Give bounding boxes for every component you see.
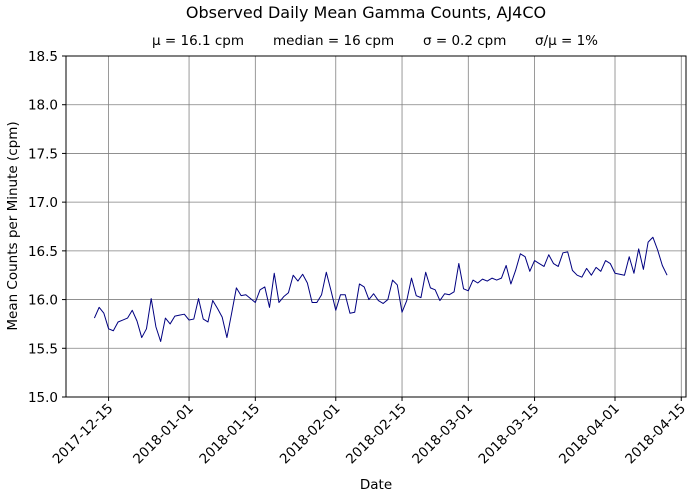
y-tick-label: 15.0 bbox=[28, 390, 58, 406]
x-tick-label: 2018-04-01 bbox=[556, 401, 623, 468]
y-tick-label: 15.5 bbox=[28, 341, 58, 357]
subtitle-mean: μ = 16.1 cpm bbox=[152, 33, 244, 49]
x-tick-label: 2018-03-15 bbox=[476, 401, 543, 468]
x-tick-label: 2018-02-15 bbox=[343, 401, 410, 468]
series-line bbox=[93, 236, 668, 342]
y-tick-label: 16.5 bbox=[28, 244, 58, 260]
y-axis-label: Mean Counts per Minute (cpm) bbox=[5, 121, 21, 330]
x-tick-label: 2017-12-15 bbox=[50, 401, 117, 468]
plot-frame bbox=[65, 55, 687, 398]
axis-ticks: 15.0 15.5 16.0 16.5 17.0 17.5 18.0 18.5 2017-12-… bbox=[28, 49, 689, 467]
y-tick-label: 17.5 bbox=[28, 146, 58, 162]
x-axis-label: Date bbox=[360, 477, 392, 493]
y-tick-label: 16.0 bbox=[28, 293, 58, 309]
x-tick-label: 2018-03-01 bbox=[409, 401, 476, 468]
grid bbox=[66, 55, 686, 398]
series-layer bbox=[93, 236, 668, 342]
y-tick-label: 18.5 bbox=[28, 49, 58, 65]
subtitle-sigma: σ = 0.2 cpm bbox=[423, 33, 506, 49]
x-tick-label: 2018-02-01 bbox=[277, 401, 344, 468]
subtitle-median: median = 16 cpm bbox=[273, 33, 394, 49]
y-tick-label: 18.0 bbox=[28, 98, 58, 114]
x-tick-label: 2018-01-15 bbox=[196, 401, 263, 468]
y-tick-label: 17.0 bbox=[28, 195, 58, 211]
chart-title: Observed Daily Mean Gamma Counts, AJ4CO bbox=[186, 3, 546, 22]
subtitle-cv: σ/μ = 1% bbox=[535, 33, 598, 49]
x-tick-label: 2018-01-01 bbox=[130, 401, 197, 468]
x-tick-label: 2018-04-15 bbox=[622, 401, 689, 468]
